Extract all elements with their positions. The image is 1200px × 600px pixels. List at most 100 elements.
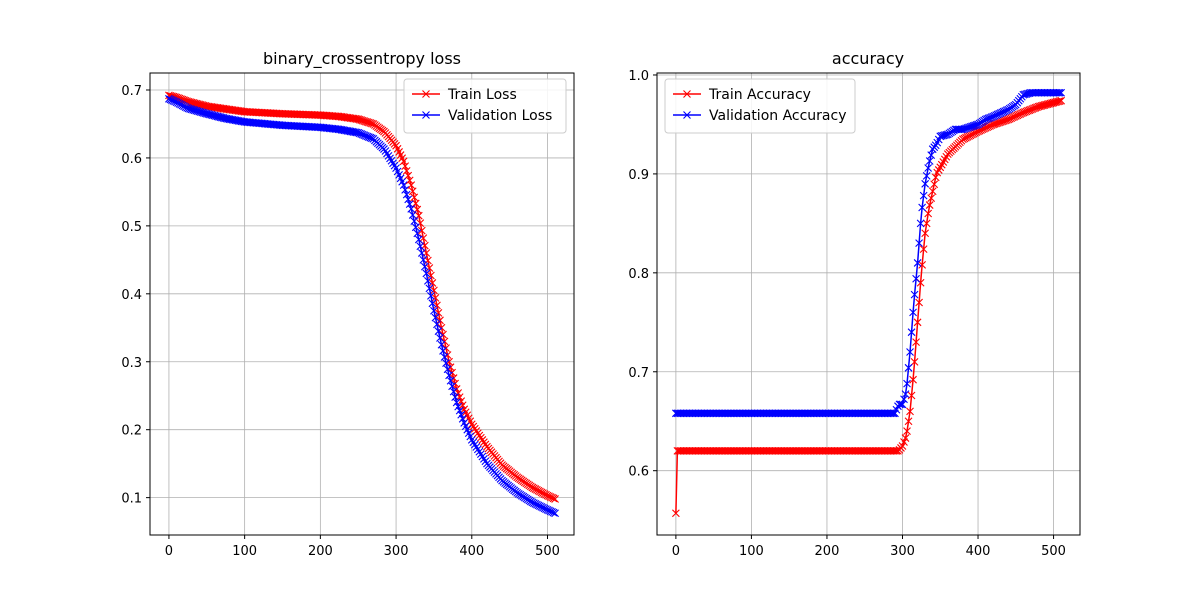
y-tick-label: 1.0 <box>628 69 649 84</box>
data-point <box>189 98 198 107</box>
data-point <box>922 219 931 228</box>
data-point <box>399 181 408 189</box>
series-validation-accuracy <box>671 88 1066 418</box>
data-point <box>957 125 966 134</box>
data-point <box>921 179 930 188</box>
data-point <box>199 101 208 110</box>
data-point <box>922 171 931 180</box>
data-point <box>458 414 467 423</box>
data-point <box>210 111 219 120</box>
data-point <box>924 164 933 172</box>
data-point <box>437 340 446 349</box>
data-point <box>204 110 213 119</box>
data-point <box>208 111 217 120</box>
data-point <box>928 187 937 196</box>
data-point <box>925 201 934 209</box>
data-point <box>1043 100 1052 109</box>
data-point <box>903 427 911 436</box>
data-point <box>1034 102 1043 111</box>
data-point <box>1036 102 1044 111</box>
data-point <box>1022 90 1031 98</box>
data-point <box>901 434 910 442</box>
data-point <box>411 223 420 232</box>
data-point <box>423 277 432 285</box>
data-point <box>410 193 419 202</box>
data-point <box>910 357 919 366</box>
data-point <box>925 157 934 165</box>
data-point <box>420 262 429 271</box>
legend-marker <box>683 111 691 119</box>
data-point <box>900 438 908 446</box>
data-point <box>457 397 466 406</box>
data-point <box>201 109 210 118</box>
data-point <box>551 509 559 518</box>
data-point <box>408 211 417 219</box>
data-point <box>910 290 919 299</box>
data-point <box>919 245 928 253</box>
data-point <box>402 166 411 175</box>
data-point <box>927 194 936 203</box>
data-point <box>454 389 463 397</box>
data-point <box>436 316 444 325</box>
legend-label: Train Accuracy <box>708 87 811 103</box>
data-point <box>913 259 922 267</box>
data-point <box>1048 99 1056 107</box>
data-point <box>401 185 410 194</box>
data-point <box>1019 90 1028 99</box>
data-point <box>351 128 360 137</box>
data-point <box>430 286 438 295</box>
data-point <box>455 406 464 415</box>
legend-label: Validation Loss <box>448 108 552 124</box>
x-tick-label: 500 <box>1041 544 1066 559</box>
data-point <box>405 200 414 209</box>
loss-chart: binary_crossentropy loss 0 100 200 300 400 50… <box>121 49 575 559</box>
data-point <box>919 191 928 200</box>
data-point <box>425 264 434 272</box>
data-point <box>900 395 908 404</box>
legend-item: Validation Loss <box>412 108 552 124</box>
data-point <box>219 114 228 122</box>
data-point <box>458 401 467 410</box>
x-tick-label: 400 <box>966 544 991 559</box>
data-point <box>1052 97 1061 106</box>
data-point <box>909 308 917 317</box>
data-point <box>930 180 939 189</box>
data-point <box>913 318 922 327</box>
data-point <box>408 187 417 196</box>
y-tick-label: 0.6 <box>628 465 649 480</box>
data-point <box>405 176 414 185</box>
plot-frame <box>149 72 575 536</box>
data-point <box>1040 101 1049 109</box>
data-point <box>202 109 211 118</box>
data-point <box>906 407 914 416</box>
data-point <box>904 417 913 426</box>
data-point <box>431 293 440 302</box>
data-point <box>904 363 913 372</box>
data-point <box>1045 99 1053 108</box>
data-point <box>1054 97 1062 106</box>
data-point <box>433 320 441 329</box>
data-point <box>440 353 449 361</box>
data-point <box>401 162 410 170</box>
legend-marker <box>683 90 691 98</box>
data-point <box>443 365 452 374</box>
data-point <box>404 195 413 204</box>
data-point <box>907 391 916 400</box>
data-point <box>906 348 914 356</box>
data-point <box>891 447 899 455</box>
legend-marker <box>422 111 430 119</box>
data-point <box>410 217 419 226</box>
data-point <box>1051 98 1059 107</box>
data-point <box>417 249 426 257</box>
data-point <box>404 171 413 180</box>
x-axis: 0 100 200 300 400 500 <box>672 535 1066 559</box>
data-point <box>940 131 949 140</box>
x-tick-label: 0 <box>672 544 680 559</box>
y-axis: 0.1 0.2 0.3 0.4 0.5 0.6 0.7 <box>121 84 150 507</box>
x-tick-label: 0 <box>165 544 173 559</box>
data-point <box>216 113 225 122</box>
data-point <box>427 291 435 300</box>
data-point <box>1054 88 1062 97</box>
data-point <box>918 203 927 212</box>
data-point <box>549 494 558 503</box>
